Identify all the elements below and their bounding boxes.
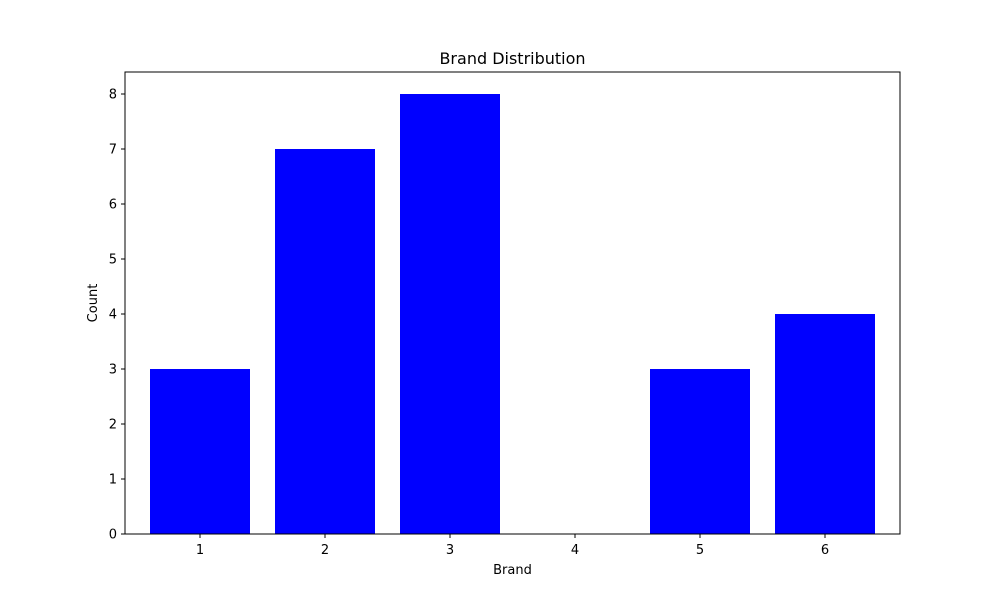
- x-tick-label: 4: [571, 543, 579, 558]
- y-axis-ticks: 0 1 2 3 4 5 6 7 8: [109, 88, 125, 543]
- plot-area-frame: [124, 71, 901, 535]
- bars-group: [150, 94, 875, 534]
- y-tick-label: 0: [109, 528, 117, 543]
- bar-2: [275, 149, 375, 534]
- bar-3: [400, 94, 500, 534]
- y-tick-label: 4: [109, 308, 117, 323]
- x-tick-label: 5: [696, 543, 704, 558]
- x-tick-label: 1: [196, 543, 204, 558]
- y-tick-label: 7: [109, 143, 117, 158]
- x-tick-label: 2: [321, 543, 329, 558]
- bar-1: [150, 369, 250, 534]
- y-axis-label: Count: [86, 284, 101, 323]
- x-tick-label: 6: [821, 543, 829, 558]
- x-axis-label: Brand: [493, 563, 532, 578]
- x-axis-ticks: 1 2 3 4 5 6: [196, 534, 829, 558]
- bar-5: [650, 369, 750, 534]
- chart-title: Brand Distribution: [439, 49, 585, 68]
- y-tick-label: 6: [109, 198, 117, 213]
- y-tick-label: 1: [109, 473, 117, 488]
- bar-6: [775, 314, 875, 534]
- x-tick-label: 3: [446, 543, 454, 558]
- y-tick-label: 3: [109, 363, 117, 378]
- y-tick-label: 5: [109, 253, 117, 268]
- y-tick-label: 8: [109, 88, 117, 103]
- y-tick-label: 2: [109, 418, 117, 433]
